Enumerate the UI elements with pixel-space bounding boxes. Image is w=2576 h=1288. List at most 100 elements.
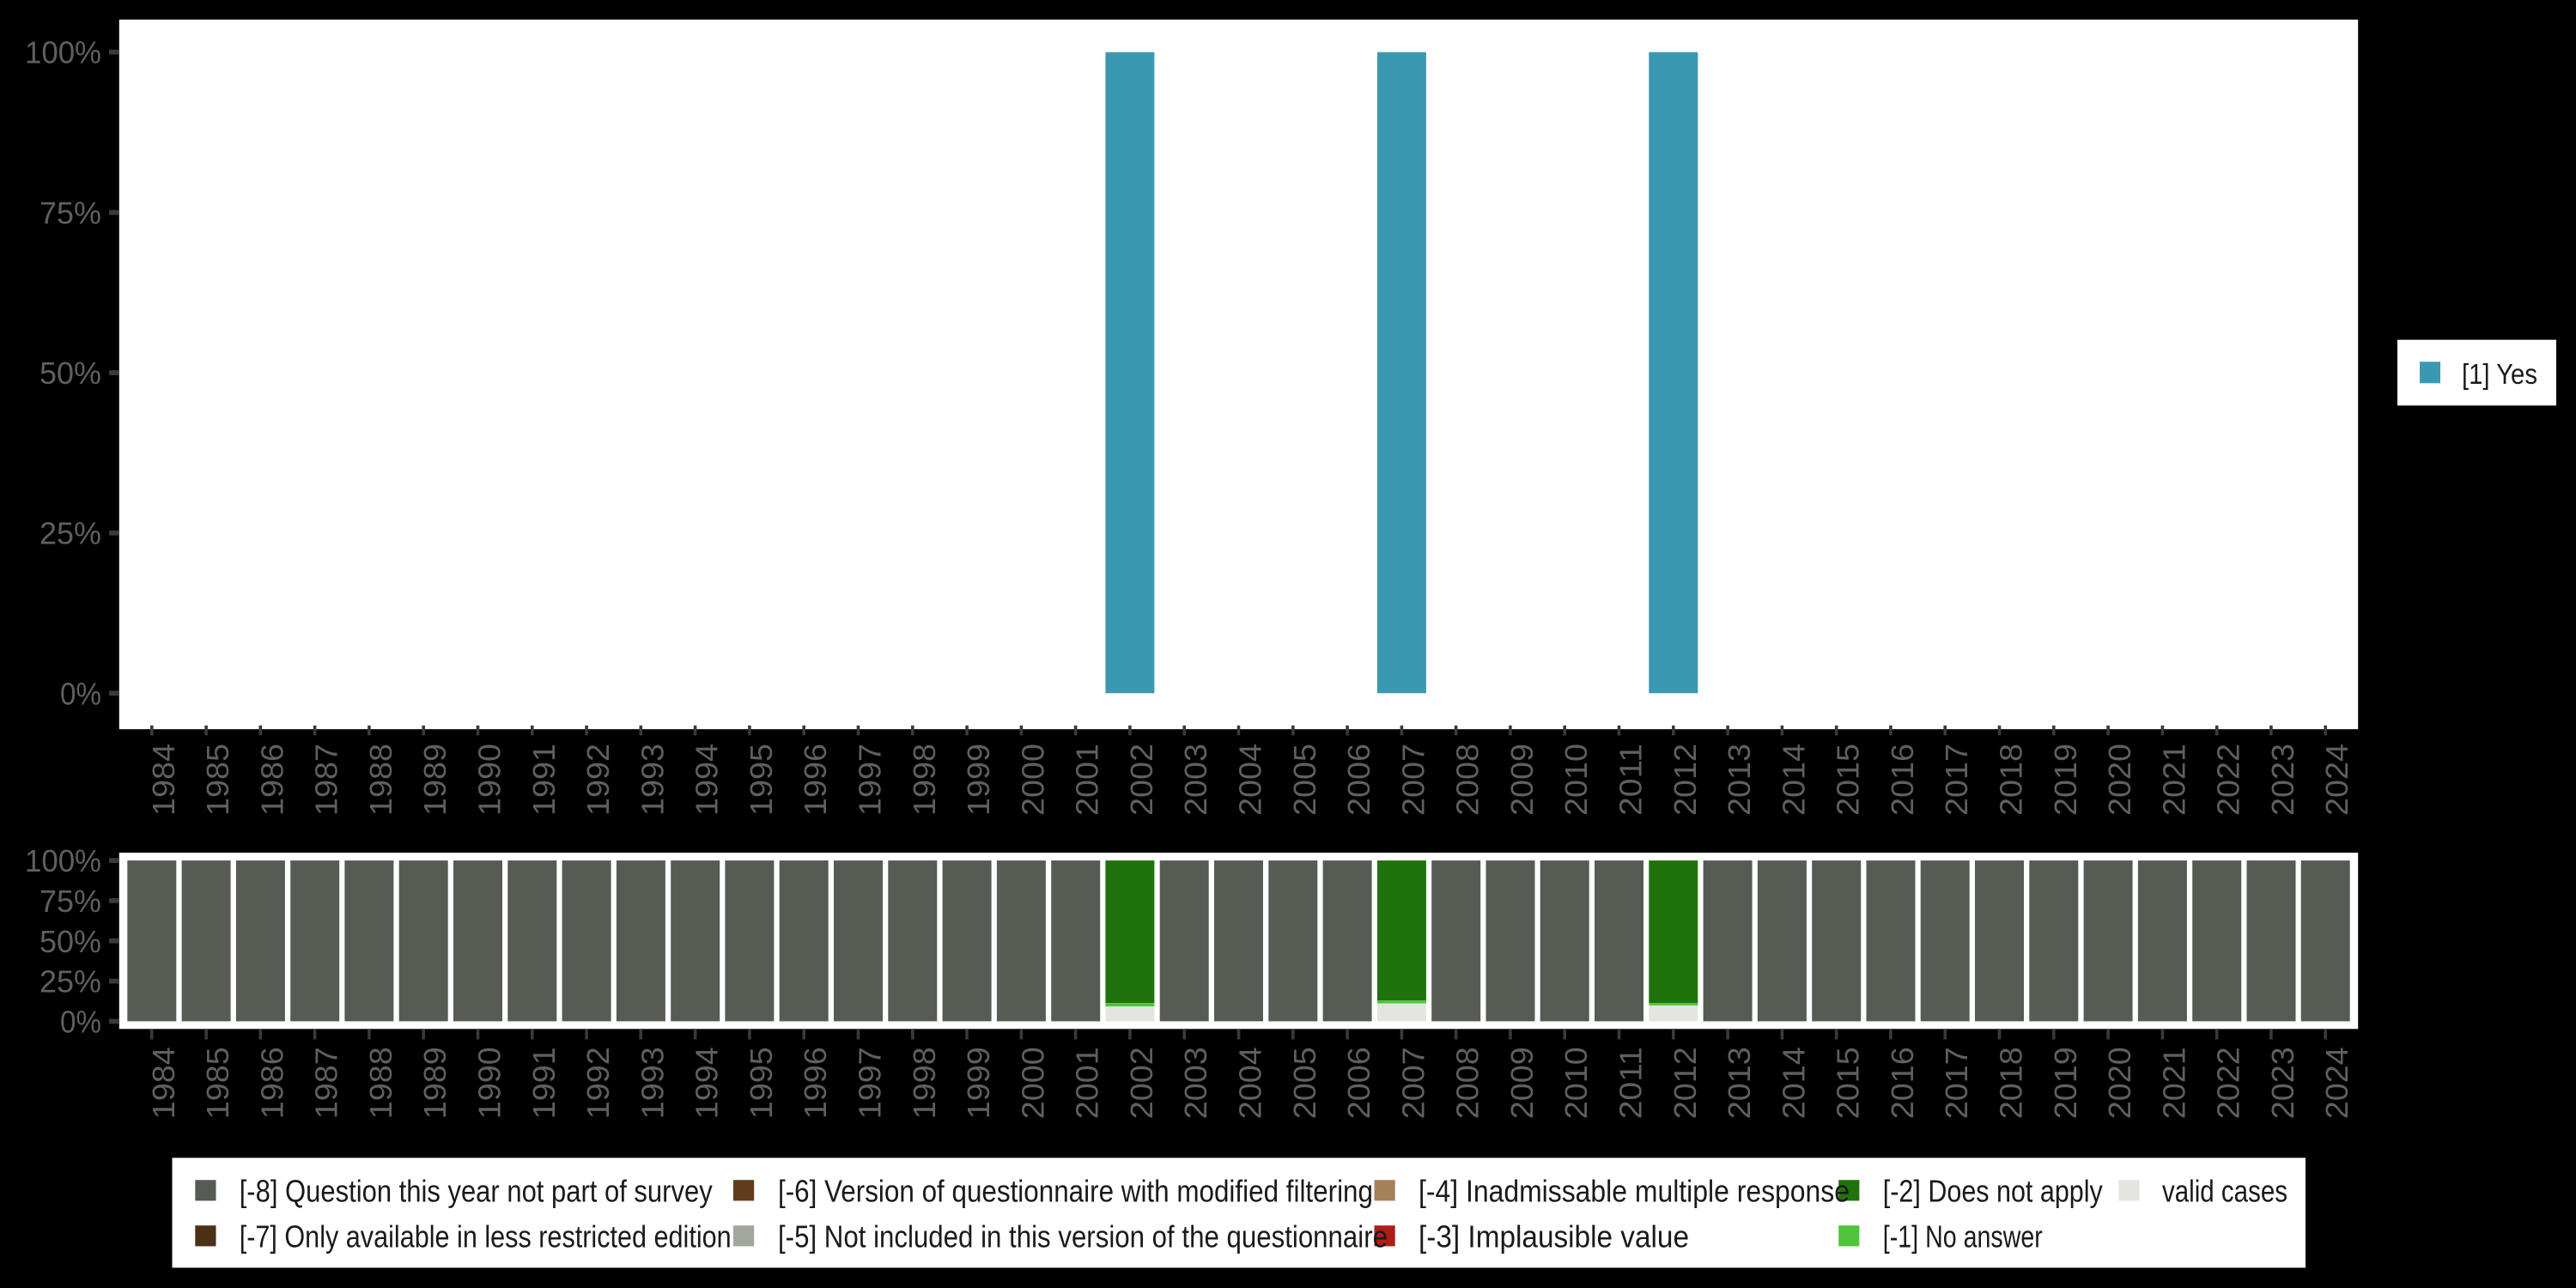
svg-text:1999: 1999 [961,1047,996,1119]
svg-text:1996: 1996 [798,1047,833,1119]
svg-text:1984: 1984 [146,744,181,816]
svg-text:1992: 1992 [580,744,616,816]
svg-text:2024: 2024 [2319,744,2354,816]
svg-text:1998: 1998 [907,1047,942,1119]
svg-text:0%: 0% [60,1004,101,1039]
svg-text:2018: 2018 [1994,744,2029,816]
svg-text:2006: 2006 [1341,1047,1376,1119]
svg-text:2019: 2019 [2048,744,2083,816]
svg-text:2013: 2013 [1722,744,1757,816]
svg-text:2014: 2014 [1776,744,1811,816]
svg-text:1985: 1985 [200,744,235,816]
svg-text:1990: 1990 [472,1047,507,1119]
svg-text:100%: 100% [25,843,101,878]
svg-text:2008: 2008 [1450,1047,1485,1119]
svg-text:25%: 25% [39,964,101,999]
svg-text:2000: 2000 [1015,1047,1050,1119]
svg-text:1985: 1985 [200,1047,235,1119]
svg-text:1997: 1997 [853,744,888,816]
svg-text:2004: 2004 [1233,744,1268,816]
svg-text:2022: 2022 [2211,744,2246,816]
svg-text:2005: 2005 [1287,1047,1322,1119]
svg-text:0%: 0% [60,676,101,711]
svg-text:1993: 1993 [635,1047,670,1119]
svg-text:2009: 2009 [1504,1047,1540,1119]
svg-text:2017: 2017 [1939,1047,1974,1119]
svg-text:[-5] Not included in this vers: [-5] Not included in this version of the… [778,1218,1388,1254]
svg-text:2011: 2011 [1613,1047,1649,1119]
svg-text:2007: 2007 [1395,1047,1431,1119]
svg-text:[1] Yes: [1] Yes [2462,358,2537,390]
svg-text:[-8] Question this year not pa: [-8] Question this year not part of surv… [240,1173,713,1208]
svg-text:2010: 2010 [1558,744,1594,816]
svg-text:2006: 2006 [1341,744,1376,816]
svg-text:75%: 75% [39,195,101,230]
svg-text:1994: 1994 [690,1047,725,1119]
svg-text:1989: 1989 [417,744,453,816]
svg-text:2007: 2007 [1395,744,1431,816]
svg-text:50%: 50% [39,355,101,391]
svg-text:1991: 1991 [526,744,562,816]
svg-text:1989: 1989 [417,1047,453,1119]
svg-text:2023: 2023 [2265,1047,2300,1119]
svg-text:1987: 1987 [309,744,344,816]
svg-text:1991: 1991 [526,1047,562,1119]
svg-text:2015: 2015 [1831,1047,1866,1119]
svg-text:2023: 2023 [2265,744,2300,816]
svg-text:2015: 2015 [1831,744,1866,816]
svg-text:1997: 1997 [853,1047,888,1119]
svg-text:2021: 2021 [2156,744,2191,816]
svg-text:2020: 2020 [2102,744,2137,816]
svg-text:1990: 1990 [472,744,507,816]
svg-text:50%: 50% [39,924,101,959]
svg-text:2001: 2001 [1070,744,1105,816]
svg-text:2022: 2022 [2211,1047,2246,1119]
svg-text:2018: 2018 [1994,1047,2029,1119]
svg-text:[-3] Implausible value: [-3] Implausible value [1419,1218,1689,1254]
svg-text:1998: 1998 [907,744,942,816]
svg-text:2002: 2002 [1124,1047,1159,1119]
svg-text:2012: 2012 [1668,1047,1703,1119]
svg-text:1988: 1988 [363,1047,398,1119]
svg-text:2020: 2020 [2102,1047,2137,1119]
svg-text:2001: 2001 [1070,1047,1105,1119]
svg-text:valid cases: valid cases [2162,1173,2287,1208]
svg-text:[-4] Inadmissable multiple res: [-4] Inadmissable multiple response [1419,1173,1850,1208]
svg-text:2003: 2003 [1178,1047,1213,1119]
svg-text:[-1] No answer: [-1] No answer [1883,1218,2043,1254]
svg-text:2017: 2017 [1939,744,1974,816]
svg-text:2013: 2013 [1722,1047,1757,1119]
svg-text:1999: 1999 [961,744,996,816]
svg-text:2016: 2016 [1885,1047,1920,1119]
svg-text:1986: 1986 [254,1047,289,1119]
svg-text:2008: 2008 [1450,744,1485,816]
svg-text:1987: 1987 [309,1047,344,1119]
svg-text:1986: 1986 [254,744,289,816]
svg-text:2011: 2011 [1613,744,1649,816]
svg-text:2003: 2003 [1178,744,1213,816]
svg-text:2004: 2004 [1233,1047,1268,1119]
svg-text:2009: 2009 [1504,744,1540,816]
svg-text:75%: 75% [39,884,101,919]
svg-text:[-7] Only available in less re: [-7] Only available in less restricted e… [240,1218,732,1254]
svg-text:2016: 2016 [1885,744,1920,816]
svg-text:2010: 2010 [1558,1047,1594,1119]
svg-text:2000: 2000 [1015,744,1050,816]
svg-text:1995: 1995 [744,744,779,816]
svg-text:1996: 1996 [798,744,833,816]
svg-text:2005: 2005 [1287,744,1322,816]
svg-text:2019: 2019 [2048,1047,2083,1119]
svg-text:1995: 1995 [744,1047,779,1119]
svg-text:25%: 25% [39,516,101,551]
svg-text:2021: 2021 [2156,1047,2191,1119]
svg-text:2002: 2002 [1124,744,1159,816]
svg-text:[-2] Does not apply: [-2] Does not apply [1883,1173,2103,1208]
svg-text:1993: 1993 [635,744,670,816]
svg-text:2012: 2012 [1668,744,1703,816]
svg-text:1988: 1988 [363,744,398,816]
svg-text:1994: 1994 [690,744,725,816]
svg-text:[-6] Version of questionnaire: [-6] Version of questionnaire with modif… [778,1173,1373,1208]
svg-text:1984: 1984 [146,1047,181,1119]
svg-text:2024: 2024 [2319,1047,2354,1119]
svg-text:1992: 1992 [580,1047,616,1119]
